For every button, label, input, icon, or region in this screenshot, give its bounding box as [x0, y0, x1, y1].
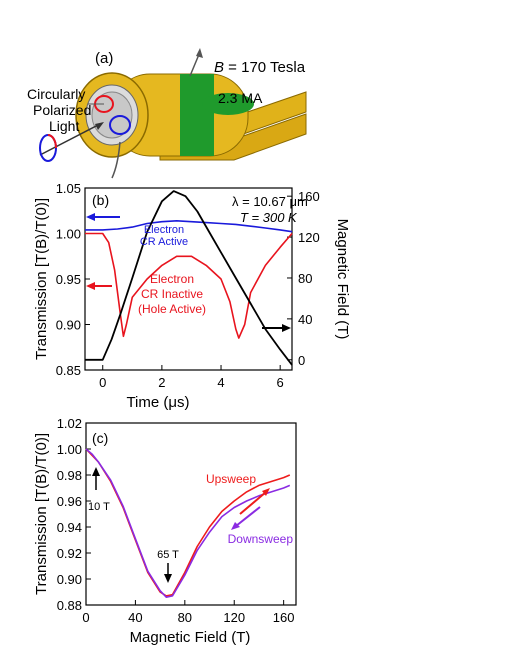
- panel-b-ticks: 0 2 4 6 0.85 0.90 0.95 1.00 1.05 0 40 80 120 160: [56, 181, 320, 390]
- panel-b-y2-tick-label: 160: [298, 189, 320, 204]
- panel-b-y-tick-label: 1.05: [56, 181, 81, 196]
- panel-c-y-tick-label: 1.02: [57, 416, 82, 431]
- panel-b-label: (b): [92, 192, 109, 208]
- panel-a-label: (a): [95, 50, 113, 67]
- panel-c-x-tick-label: 160: [273, 610, 295, 625]
- panel-c-xlabel: Magnetic Field (T): [130, 629, 251, 646]
- panel-b-y-tick-label: 0.85: [56, 363, 81, 378]
- panel-b-y2-tick-label: 120: [298, 230, 320, 245]
- panel-c-y-tick-label: 0.94: [57, 520, 82, 535]
- active-label-line1: Electron: [144, 224, 184, 236]
- upsweep-line: [85, 448, 291, 597]
- current-label: 2.3 MA: [218, 90, 263, 106]
- panel-b-y2-tick-label: 80: [298, 271, 312, 286]
- active-axis-arrowhead: [86, 213, 95, 221]
- panel-c-ticks: 0 40 80 120 160 0.88 0.90 0.92 0.94 0.96 0.98 1.00 1…: [57, 416, 295, 625]
- inactive-label-line3: (Hole Active): [138, 302, 206, 316]
- light-beam-arrowhead: [95, 122, 104, 130]
- polarization-icon-red: [47, 134, 57, 149]
- panel-c-y-tick-label: 0.98: [57, 468, 82, 483]
- return-arrow: [111, 141, 121, 179]
- panel-c-x-tick-label: 0: [82, 610, 89, 625]
- downsweep-arrow: [235, 506, 261, 527]
- light-label-line3: Light: [49, 118, 79, 134]
- coil-green-band-end: [202, 93, 254, 115]
- panel-b-ylabel: Transmission [T(B)/T(0)]: [33, 198, 50, 360]
- panel-c-x-tick-label: 40: [128, 610, 142, 625]
- panel-c-y-tick-label: 1.00: [57, 442, 82, 457]
- downsweep-line: [85, 448, 291, 599]
- coil-green-band: [180, 74, 214, 156]
- temperature-annotation: T = 300 K: [240, 210, 298, 225]
- light-label-line2: Polarized: [33, 102, 91, 118]
- magnetic-field-line: [85, 190, 293, 366]
- upsweep-label: Upsweep: [206, 472, 256, 486]
- panel-b-x-tick-label: 2: [158, 375, 165, 390]
- electron-orbit-icon: [109, 115, 131, 135]
- field-axis-arrowhead: [282, 324, 291, 332]
- downsweep-arrowhead: [231, 522, 240, 530]
- marker-65-arrowhead: [164, 574, 172, 583]
- panel-c-x-tick-label: 80: [178, 610, 192, 625]
- panel-b-y-tick-label: 0.95: [56, 272, 81, 287]
- marker-10-arrowhead: [92, 467, 100, 476]
- electron-cr-inactive-line: [85, 232, 293, 339]
- field-label: B = 170 Tesla: [214, 59, 306, 76]
- electron-cr-active-line: [85, 220, 293, 233]
- panel-c: 0 40 80 120 160 0.88 0.90 0.92 0.94 0.96 0.98 1.00 1…: [33, 416, 297, 646]
- panel-c-lines: [85, 448, 291, 599]
- upsweep-arrowhead: [262, 488, 270, 496]
- light-label-line1: Circularly: [27, 86, 85, 102]
- panel-c-x-tick-label: 120: [223, 610, 245, 625]
- inactive-axis-arrowhead: [86, 282, 95, 290]
- panel-b-x-tick-label: 0: [99, 375, 106, 390]
- marker-65-label: 65 T: [157, 549, 179, 561]
- panel-b-x-tick-label: 6: [277, 375, 284, 390]
- panel-c-label: (c): [92, 430, 108, 446]
- active-label-line2: CR Active: [140, 236, 188, 248]
- marker-10-label: 10 T: [88, 501, 110, 513]
- light-beam: [39, 123, 101, 156]
- panel-c-y-tick-label: 0.90: [57, 572, 82, 587]
- inactive-label-line1: Electron: [150, 272, 194, 286]
- panel-b-lines: [85, 190, 293, 366]
- panel-b-y-tick-label: 0.90: [56, 318, 81, 333]
- upsweep-arrow: [239, 491, 267, 515]
- panel-c-y-tick-label: 0.92: [57, 546, 82, 561]
- panel-a: (a) B = 170 Tesla 2.3 MA Circularly Pola…: [27, 48, 307, 179]
- panel-c-ylabel: Transmission [T(B)/T(0)]: [33, 433, 50, 595]
- panel-b-y2-tick-label: 0: [298, 353, 305, 368]
- panel-c-frame: [85, 422, 297, 606]
- panel-b-y-tick-label: 1.00: [56, 227, 81, 242]
- panel-b-x-tick-label: 4: [217, 375, 224, 390]
- downsweep-label: Downsweep: [228, 532, 294, 546]
- field-arrowhead: [196, 48, 203, 58]
- wavelength-annotation: λ = 10.67 μm: [232, 194, 308, 209]
- panel-c-y-tick-label: 0.88: [57, 598, 82, 613]
- inactive-label-line2: CR Inactive: [141, 287, 203, 301]
- panel-b-y2-tick-label: 40: [298, 312, 312, 327]
- panel-b-y2label: Magnetic Field (T): [334, 219, 351, 340]
- panel-b-xlabel: Time (μs): [126, 394, 189, 411]
- panel-c-y-tick-label: 0.96: [57, 494, 82, 509]
